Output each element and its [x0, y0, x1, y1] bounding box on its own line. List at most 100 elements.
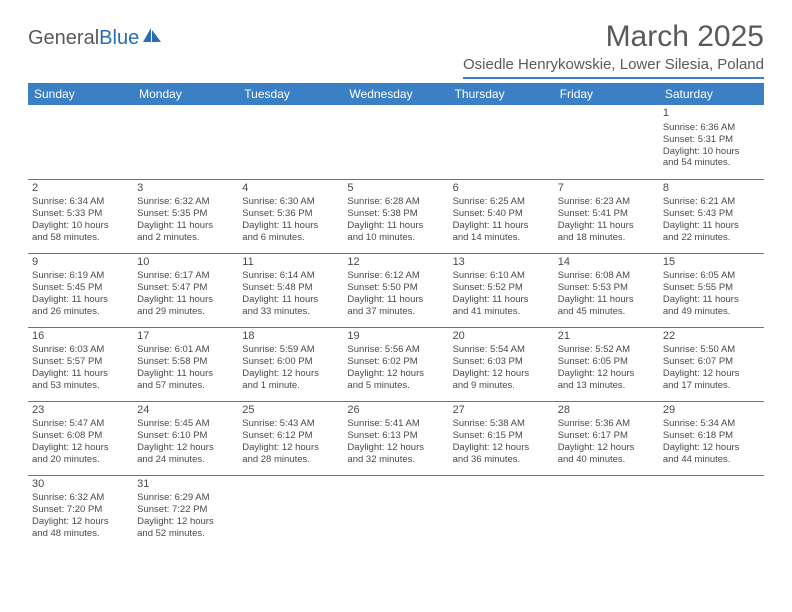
page-title: March 2025 [463, 20, 764, 54]
day-number: 8 [663, 182, 760, 196]
daylight-text: Daylight: 11 hours [137, 368, 234, 380]
daylight-text: and 10 minutes. [347, 232, 444, 244]
daylight-text: and 44 minutes. [663, 454, 760, 466]
sunset-text: Sunset: 6:03 PM [453, 356, 550, 368]
daylight-text: Daylight: 12 hours [453, 368, 550, 380]
sunset-text: Sunset: 5:35 PM [137, 208, 234, 220]
day-number: 4 [242, 182, 339, 196]
daylight-text: and 33 minutes. [242, 306, 339, 318]
sunset-text: Sunset: 6:15 PM [453, 430, 550, 442]
calendar-empty-cell [343, 105, 448, 179]
sunrise-text: Sunrise: 5:54 AM [453, 344, 550, 356]
daylight-text: Daylight: 12 hours [453, 442, 550, 454]
calendar-header-row: SundayMondayTuesdayWednesdayThursdayFrid… [28, 83, 764, 105]
sunset-text: Sunset: 5:58 PM [137, 356, 234, 368]
calendar-week-row: 9Sunrise: 6:19 AMSunset: 5:45 PMDaylight… [28, 253, 764, 327]
calendar-day-cell: 18Sunrise: 5:59 AMSunset: 6:00 PMDayligh… [238, 327, 343, 401]
calendar-day-cell: 15Sunrise: 6:05 AMSunset: 5:55 PMDayligh… [659, 253, 764, 327]
calendar-day-cell: 20Sunrise: 5:54 AMSunset: 6:03 PMDayligh… [449, 327, 554, 401]
day-number: 15 [663, 256, 760, 270]
daylight-text: Daylight: 11 hours [242, 220, 339, 232]
sunrise-text: Sunrise: 6:32 AM [137, 196, 234, 208]
logo-text-general: General [28, 27, 99, 50]
logo-text-blue: Blue [99, 27, 139, 50]
daylight-text: and 9 minutes. [453, 380, 550, 392]
sunrise-text: Sunrise: 5:52 AM [558, 344, 655, 356]
daylight-text: Daylight: 12 hours [558, 368, 655, 380]
day-number: 31 [137, 478, 234, 492]
sunset-text: Sunset: 5:52 PM [453, 282, 550, 294]
location-subtitle: Osiedle Henrykowskie, Lower Silesia, Pol… [463, 56, 764, 79]
calendar-day-cell: 16Sunrise: 6:03 AMSunset: 5:57 PMDayligh… [28, 327, 133, 401]
daylight-text: Daylight: 11 hours [347, 294, 444, 306]
daylight-text: Daylight: 11 hours [32, 368, 129, 380]
sunset-text: Sunset: 5:45 PM [32, 282, 129, 294]
day-number: 7 [558, 182, 655, 196]
weekday-header: Friday [554, 83, 659, 105]
logo: GeneralBlue [28, 26, 163, 50]
header: GeneralBlue March 2025 Osiedle Henrykows… [28, 20, 764, 79]
calendar-day-cell: 1Sunrise: 6:36 AMSunset: 5:31 PMDaylight… [659, 105, 764, 179]
sunrise-text: Sunrise: 6:34 AM [32, 196, 129, 208]
calendar-day-cell: 8Sunrise: 6:21 AMSunset: 5:43 PMDaylight… [659, 179, 764, 253]
daylight-text: and 18 minutes. [558, 232, 655, 244]
daylight-text: and 45 minutes. [558, 306, 655, 318]
calendar-week-row: 23Sunrise: 5:47 AMSunset: 6:08 PMDayligh… [28, 401, 764, 475]
sunset-text: Sunset: 5:48 PM [242, 282, 339, 294]
calendar-day-cell: 24Sunrise: 5:45 AMSunset: 6:10 PMDayligh… [133, 401, 238, 475]
calendar-empty-cell [554, 475, 659, 549]
sunset-text: Sunset: 6:05 PM [558, 356, 655, 368]
calendar-day-cell: 11Sunrise: 6:14 AMSunset: 5:48 PMDayligh… [238, 253, 343, 327]
day-number: 18 [242, 330, 339, 344]
daylight-text: Daylight: 12 hours [558, 442, 655, 454]
weekday-header: Tuesday [238, 83, 343, 105]
day-number: 26 [347, 404, 444, 418]
day-number: 19 [347, 330, 444, 344]
day-number: 17 [137, 330, 234, 344]
daylight-text: and 53 minutes. [32, 380, 129, 392]
sunset-text: Sunset: 6:07 PM [663, 356, 760, 368]
calendar-empty-cell [659, 475, 764, 549]
daylight-text: Daylight: 12 hours [242, 442, 339, 454]
sunset-text: Sunset: 6:00 PM [242, 356, 339, 368]
sunrise-text: Sunrise: 5:34 AM [663, 418, 760, 430]
sunrise-text: Sunrise: 5:59 AM [242, 344, 339, 356]
calendar-day-cell: 2Sunrise: 6:34 AMSunset: 5:33 PMDaylight… [28, 179, 133, 253]
calendar-week-row: 30Sunrise: 6:32 AMSunset: 7:20 PMDayligh… [28, 475, 764, 549]
calendar-day-cell: 7Sunrise: 6:23 AMSunset: 5:41 PMDaylight… [554, 179, 659, 253]
sunset-text: Sunset: 6:13 PM [347, 430, 444, 442]
day-number: 29 [663, 404, 760, 418]
sunset-text: Sunset: 5:50 PM [347, 282, 444, 294]
daylight-text: Daylight: 12 hours [137, 516, 234, 528]
calendar-day-cell: 27Sunrise: 5:38 AMSunset: 6:15 PMDayligh… [449, 401, 554, 475]
calendar-day-cell: 29Sunrise: 5:34 AMSunset: 6:18 PMDayligh… [659, 401, 764, 475]
calendar-empty-cell [28, 105, 133, 179]
sunrise-text: Sunrise: 6:36 AM [663, 122, 760, 134]
daylight-text: Daylight: 11 hours [137, 294, 234, 306]
daylight-text: Daylight: 12 hours [663, 442, 760, 454]
sunset-text: Sunset: 5:38 PM [347, 208, 444, 220]
day-number: 3 [137, 182, 234, 196]
title-block: March 2025 Osiedle Henrykowskie, Lower S… [463, 20, 764, 79]
daylight-text: Daylight: 12 hours [32, 516, 129, 528]
calendar-day-cell: 26Sunrise: 5:41 AMSunset: 6:13 PMDayligh… [343, 401, 448, 475]
calendar-table: SundayMondayTuesdayWednesdayThursdayFrid… [28, 83, 764, 549]
day-number: 14 [558, 256, 655, 270]
sunrise-text: Sunrise: 6:30 AM [242, 196, 339, 208]
daylight-text: Daylight: 12 hours [663, 368, 760, 380]
calendar-day-cell: 25Sunrise: 5:43 AMSunset: 6:12 PMDayligh… [238, 401, 343, 475]
daylight-text: and 22 minutes. [663, 232, 760, 244]
day-number: 23 [32, 404, 129, 418]
sunset-text: Sunset: 5:36 PM [242, 208, 339, 220]
calendar-day-cell: 23Sunrise: 5:47 AMSunset: 6:08 PMDayligh… [28, 401, 133, 475]
day-number: 21 [558, 330, 655, 344]
day-number: 6 [453, 182, 550, 196]
sunset-text: Sunset: 5:53 PM [558, 282, 655, 294]
calendar-day-cell: 14Sunrise: 6:08 AMSunset: 5:53 PMDayligh… [554, 253, 659, 327]
sunrise-text: Sunrise: 6:03 AM [32, 344, 129, 356]
sunset-text: Sunset: 5:40 PM [453, 208, 550, 220]
daylight-text: Daylight: 11 hours [137, 220, 234, 232]
sunset-text: Sunset: 6:12 PM [242, 430, 339, 442]
day-number: 11 [242, 256, 339, 270]
weekday-header: Monday [133, 83, 238, 105]
